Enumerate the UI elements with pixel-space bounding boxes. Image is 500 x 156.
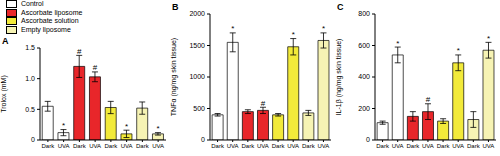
svg-text:Dark: Dark: [42, 143, 56, 149]
svg-text:1.0: 1.0: [25, 75, 35, 82]
svg-text:*: *: [231, 24, 234, 33]
svg-text:1000: 1000: [189, 73, 205, 80]
html-text:Empty liposome: Empty liposome: [21, 25, 71, 33]
svg-text:*: *: [396, 39, 399, 48]
svg-text:Dark: Dark: [437, 143, 451, 149]
svg-text:*: *: [156, 124, 159, 133]
svg-text:0: 0: [366, 136, 370, 143]
svg-text:Dark: Dark: [211, 143, 225, 149]
svg-text:1.5: 1.5: [25, 44, 35, 51]
svg-text:Dark: Dark: [136, 143, 150, 149]
svg-text:Dark: Dark: [376, 143, 390, 149]
svg-text:Trolox (mM): Trolox (mM): [8, 75, 9, 112]
svg-text:Dark: Dark: [302, 143, 316, 149]
svg-text:#: #: [77, 47, 82, 56]
svg-text:UVA: UVA: [422, 143, 434, 149]
svg-text:600: 600: [358, 42, 370, 49]
svg-text:*: *: [487, 34, 490, 43]
svg-text:UVA: UVA: [121, 143, 133, 149]
svg-text:UVA: UVA: [89, 143, 101, 149]
svg-text:800: 800: [358, 10, 370, 17]
html-text:B: B: [172, 2, 179, 12]
svg-text:2000: 2000: [189, 10, 205, 17]
svg-text:*: *: [457, 46, 460, 55]
svg-text:UVA: UVA: [392, 143, 404, 149]
html-text:A: A: [2, 36, 9, 46]
svg-text:#: #: [93, 63, 98, 72]
svg-text:Dark: Dark: [105, 143, 119, 149]
html-text:Control: Control: [21, 0, 44, 7]
svg-text:*: *: [292, 30, 295, 39]
svg-text:UVA: UVA: [58, 143, 70, 149]
svg-text:Dark: Dark: [406, 143, 420, 149]
svg-text:*: *: [125, 122, 128, 131]
svg-text:0.5: 0.5: [25, 106, 35, 113]
svg-text:UVA: UVA: [452, 143, 464, 149]
html-text:Ascorbate solution: Ascorbate solution: [21, 17, 79, 24]
svg-text:500: 500: [193, 105, 205, 112]
svg-text:1500: 1500: [189, 42, 205, 49]
svg-text:UVA: UVA: [482, 143, 492, 149]
svg-text:400: 400: [358, 73, 370, 80]
svg-text:Dark: Dark: [467, 143, 481, 149]
svg-text:Dark: Dark: [241, 143, 255, 149]
svg-text:200: 200: [358, 105, 370, 112]
svg-text:#: #: [426, 95, 431, 104]
svg-text:*: *: [62, 121, 65, 130]
svg-text:TNFα (ng/mg skin tissue): TNFα (ng/mg skin tissue): [170, 38, 178, 116]
svg-text:0: 0: [31, 136, 35, 143]
svg-text:UVA: UVA: [257, 143, 269, 149]
svg-text:UVA: UVA: [152, 143, 164, 149]
svg-text:IL-1β (ng/mg skin tissue): IL-1β (ng/mg skin tissue): [335, 39, 343, 116]
svg-text:Dark: Dark: [272, 143, 286, 149]
svg-text:*: *: [322, 24, 325, 33]
html-text:C: C: [337, 2, 344, 12]
svg-text:#: #: [261, 99, 266, 108]
html-text:Ascorbate liposome: Ascorbate liposome: [21, 8, 83, 16]
svg-text:UVA: UVA: [227, 143, 239, 149]
svg-text:0: 0: [201, 136, 205, 143]
svg-text:Dark: Dark: [73, 143, 87, 149]
svg-text:UVA: UVA: [317, 143, 329, 149]
svg-text:UVA: UVA: [287, 143, 299, 149]
